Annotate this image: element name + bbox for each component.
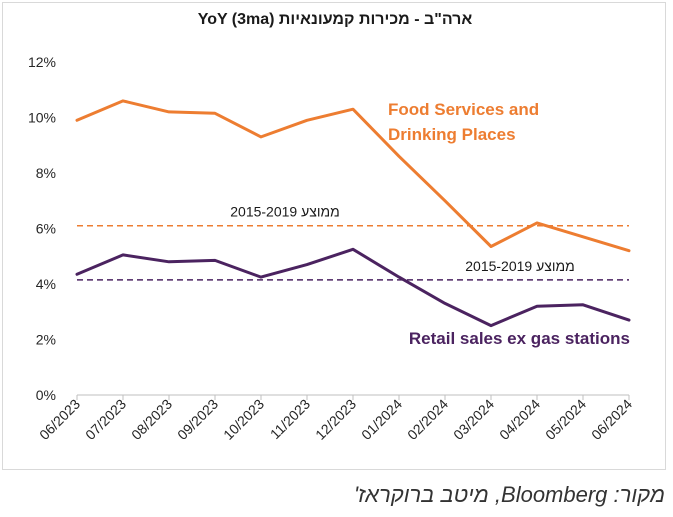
x-tick-label: 05/2024 [542, 396, 589, 443]
chart-frame: ארה"ב - מכירות קמעונאיות YoY (3ma) [2, 2, 666, 470]
y-tick-label: 6% [36, 221, 56, 237]
x-tick-label: 01/2024 [358, 396, 405, 443]
series-lines [75, 99, 631, 328]
y-tick-label: 10% [28, 110, 56, 126]
x-tick-label: 08/2023 [128, 396, 175, 443]
x-tick-label: 02/2024 [404, 396, 451, 443]
source-suffix: , מיטב ברוקראז' [353, 482, 502, 507]
source-brand: Bloomberg [501, 482, 608, 507]
source-caption: מקור: Bloomberg, מיטב ברוקראז' [354, 482, 665, 508]
y-tick-label: 0% [36, 387, 56, 403]
x-tick-label: 03/2024 [450, 396, 497, 443]
line-chart: 0% 2% 4% 6% 8% 10% 12% 06/202307/202308/202309… [28, 54, 635, 443]
chart-title: ארה"ב - מכירות קמעונאיות YoY (3ma) [197, 11, 473, 28]
series-labels: Food Services and Drinking Places Retail s… [388, 100, 630, 348]
x-tick-label: 06/2024 [588, 396, 635, 443]
source-prefix: מקור: [613, 482, 665, 507]
y-tick-label: 2% [36, 332, 56, 348]
food_avg-label: ממוצע 2015-2019 [230, 204, 340, 220]
food-series-label: Drinking Places [388, 125, 516, 144]
x-tick-label: 11/2023 [267, 396, 314, 443]
food-series-label: Food Services and [388, 100, 539, 119]
x-tick-label: 09/2023 [174, 396, 221, 443]
x-tick-label: 12/2023 [312, 396, 359, 443]
y-tick-label: 4% [36, 276, 56, 292]
retail-series-label: Retail sales ex gas stations [409, 329, 630, 348]
retail-series-line [75, 247, 631, 328]
reference-lines: ממוצע 2015-2019 ממוצע 2015-2019 [77, 204, 629, 281]
y-tick-label: 8% [36, 165, 56, 181]
x-tick-label: 07/2023 [82, 396, 129, 443]
y-axis: 0% 2% 4% 6% 8% 10% 12% [28, 54, 56, 403]
x-tick-label: 04/2024 [496, 396, 543, 443]
x-tick-label: 10/2023 [220, 396, 267, 443]
food-series-line [75, 99, 631, 253]
retail_avg-label: ממוצע 2015-2019 [465, 258, 575, 274]
y-tick-label: 12% [28, 54, 56, 70]
